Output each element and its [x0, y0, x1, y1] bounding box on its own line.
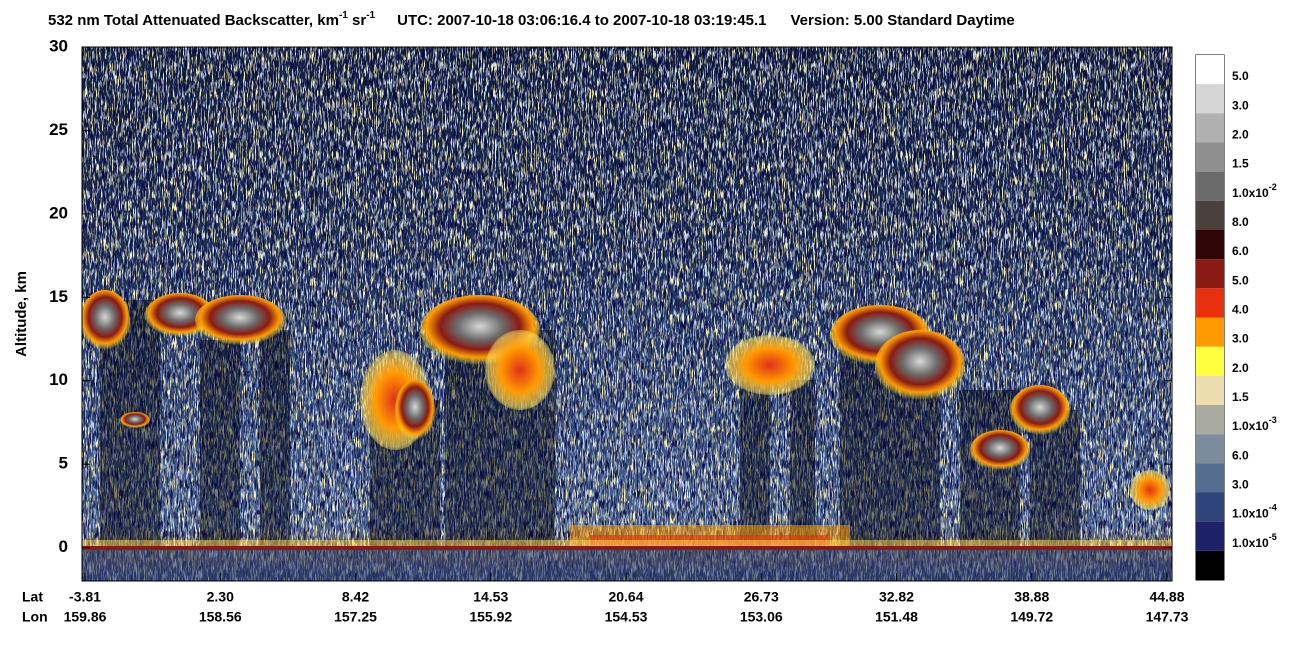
colorbar-label: 5.0 — [1232, 274, 1249, 288]
x-tick-label: 154.53 — [605, 609, 648, 625]
colorbar-label-base: 3.0 — [1232, 478, 1249, 492]
colorbar-label-base: 3.0 — [1232, 332, 1249, 346]
y-tick-label: 0 — [59, 537, 68, 556]
title-utc: UTC: 2007-10-18 03:06:16.4 to 2007-10-18… — [397, 12, 766, 29]
y-tick-label: 5 — [59, 454, 68, 473]
colorbar-label-base: 6.0 — [1232, 449, 1249, 463]
colorbar-swatch — [1196, 317, 1224, 347]
colorbar-swatch — [1196, 259, 1224, 289]
y-tick-label: 10 — [49, 370, 68, 389]
x-tick-label: 147.73 — [1146, 609, 1189, 625]
colorbar-swatch — [1196, 405, 1224, 435]
plot-frame — [81, 46, 1173, 582]
title-exponent: -1 — [366, 10, 375, 21]
x-tick-label: -3.81 — [69, 589, 101, 605]
colorbar-label-exponent: -3 — [1269, 416, 1277, 426]
colorbar-label-base: 3.0 — [1232, 99, 1249, 113]
x-tick-label: 159.86 — [64, 609, 107, 625]
y-tick-label: 25 — [49, 120, 68, 139]
colorbar-label: 3.0 — [1232, 478, 1249, 492]
x-tick-label: 157.25 — [334, 609, 377, 625]
colorbar-label-base: 1.0x10 — [1232, 419, 1269, 433]
colorbar-label-exponent: -5 — [1269, 532, 1277, 542]
colorbar-swatch — [1196, 171, 1224, 201]
colorbar-label: 1.0x10-2 — [1232, 182, 1277, 200]
colorbar-label-base: 5.0 — [1232, 69, 1249, 83]
title-version: Version: 5.00 Standard Daytime — [791, 12, 1015, 29]
x-tick-label: 153.06 — [740, 609, 783, 625]
x-tick-label: 151.48 — [875, 609, 918, 625]
colorbar-label-base: 1.0x10 — [1232, 507, 1269, 521]
x-tick-label: 158.56 — [199, 609, 242, 625]
title-prefix: 532 nm Total Attenuated Backscatter, km — [48, 12, 339, 29]
title-exponent: -1 — [339, 10, 348, 21]
colorbar-label-base: 5.0 — [1232, 274, 1249, 288]
x-tick-label: 26.73 — [744, 589, 779, 605]
colorbar-label-exponent: -4 — [1269, 503, 1277, 513]
colorbar-label: 6.0 — [1232, 244, 1249, 258]
colorbar-swatch — [1196, 375, 1224, 405]
colorbar-label-base: 2.0 — [1232, 128, 1249, 142]
colorbar-label: 1.5 — [1232, 390, 1249, 404]
x-tick-label: 38.88 — [1014, 589, 1049, 605]
colorbar-swatch — [1196, 463, 1224, 493]
chart-title: 532 nm Total Attenuated Backscatter, km-… — [48, 10, 1015, 29]
x-tick-label: 8.42 — [342, 589, 369, 605]
x-tick-label: 14.53 — [473, 589, 508, 605]
colorbar-label: 3.0 — [1232, 332, 1249, 346]
colorbar-label: 2.0 — [1232, 128, 1249, 142]
clouds — [82, 290, 1170, 510]
colorbar-label-base: 1.5 — [1232, 390, 1249, 404]
colorbar-label: 2.0 — [1232, 361, 1249, 375]
x-row-label: Lat — [22, 589, 43, 605]
boundary-layer — [82, 525, 1172, 547]
colorbar-swatch — [1196, 55, 1224, 85]
colorbar-label-base: 1.5 — [1232, 157, 1249, 171]
colorbar-label-base: 4.0 — [1232, 303, 1249, 317]
colorbar-swatch — [1196, 200, 1224, 230]
colorbar-label: 6.0 — [1232, 449, 1249, 463]
colorbar-swatch — [1196, 521, 1224, 551]
colorbar-swatch — [1196, 230, 1224, 260]
subsurface — [82, 550, 1172, 581]
y-axis-label: Altitude, km — [13, 271, 30, 357]
colorbar-label: 1.0x10-4 — [1232, 503, 1277, 521]
y-tick-label: 15 — [49, 287, 68, 306]
x-tick-label: 2.30 — [207, 589, 234, 605]
colorbar-label: 1.5 — [1232, 157, 1249, 171]
x-tick-label: 44.88 — [1149, 589, 1184, 605]
colorbar-swatch — [1196, 288, 1224, 318]
colorbar-label: 8.0 — [1232, 215, 1249, 229]
colorbar-swatch — [1196, 142, 1224, 172]
backscatter-field — [82, 47, 1172, 581]
colorbar-label: 1.0x10-3 — [1232, 416, 1277, 434]
x-tick-label: 32.82 — [879, 589, 914, 605]
colorbar-label-base: 1.0x10 — [1232, 186, 1269, 200]
colorbar-swatch — [1196, 84, 1224, 114]
y-tick-label: 20 — [49, 203, 68, 222]
x-row-label: Lon — [22, 609, 48, 625]
colorbar-label-base: 1.0x10 — [1232, 536, 1269, 550]
colorbar-swatch — [1196, 434, 1224, 464]
colorbar-swatch — [1196, 492, 1224, 522]
y-tick-label: 30 — [49, 36, 68, 55]
colorbar-label-exponent: -2 — [1269, 182, 1277, 192]
colorbar-label-base: 6.0 — [1232, 244, 1249, 258]
x-tick-label: 149.72 — [1010, 609, 1053, 625]
colorbar-label: 1.0x10-5 — [1232, 532, 1277, 550]
x-tick-label: 20.64 — [608, 589, 643, 605]
colorbar-swatch — [1196, 113, 1224, 143]
colorbar-label: 5.0 — [1232, 69, 1249, 83]
colorbar-swatch — [1196, 550, 1224, 580]
colorbar-label-base: 8.0 — [1232, 215, 1249, 229]
colorbar-label-base: 2.0 — [1232, 361, 1249, 375]
colorbar-swatch — [1196, 346, 1224, 376]
x-tick-label: 155.92 — [469, 609, 512, 625]
colorbar-label: 4.0 — [1232, 303, 1249, 317]
title-unit: sr — [348, 12, 367, 29]
colorbar-label: 3.0 — [1232, 99, 1249, 113]
surface-line — [82, 546, 1172, 550]
